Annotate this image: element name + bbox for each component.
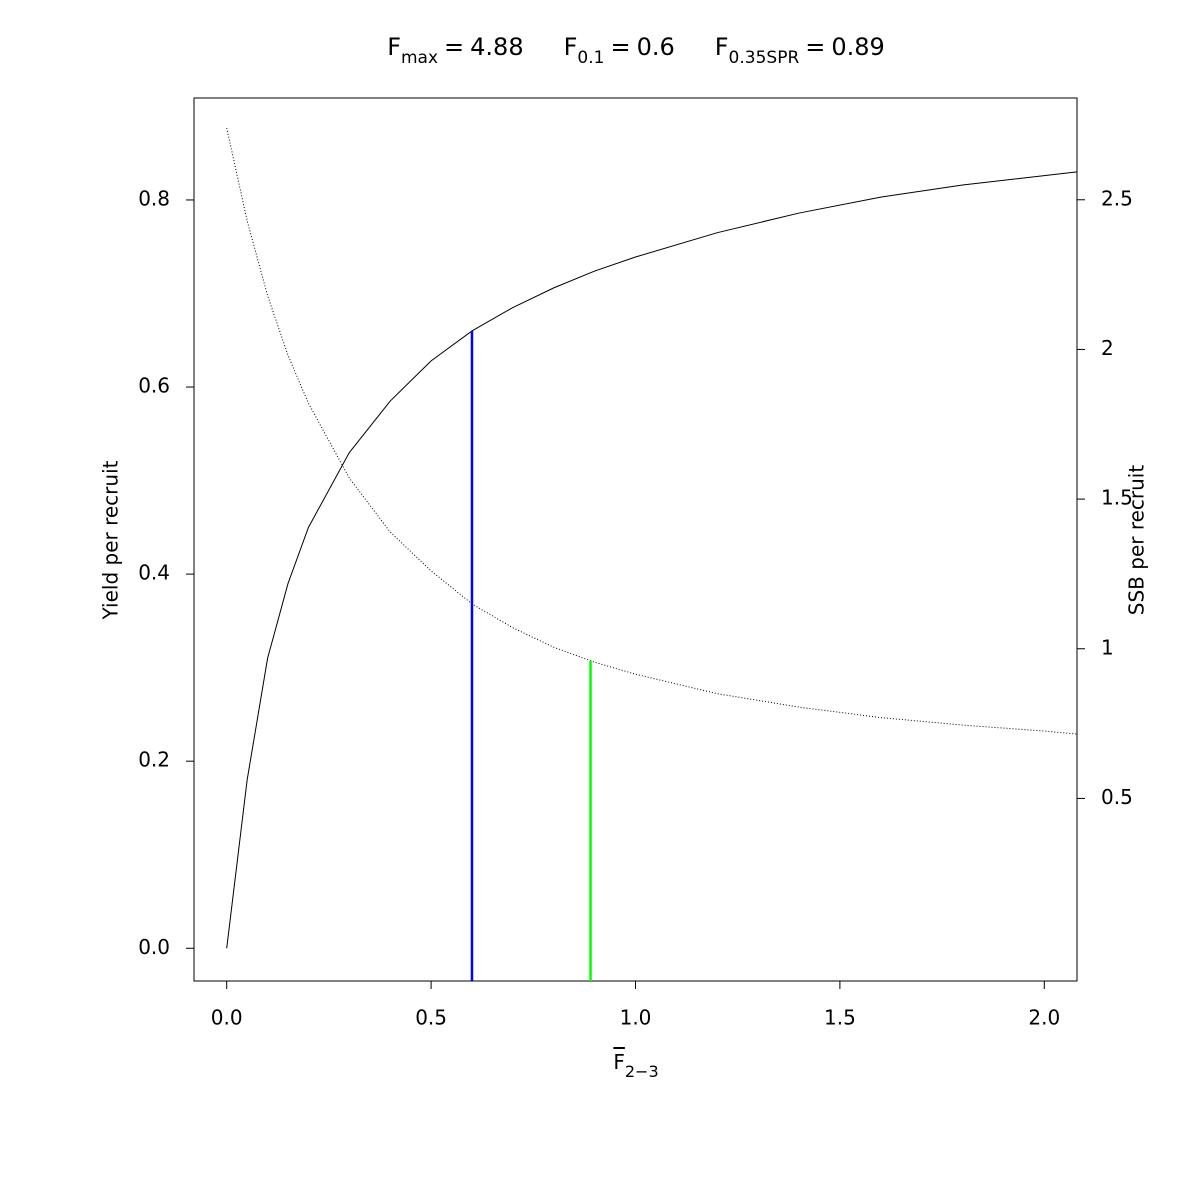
y-tick-label: 0.8 (138, 186, 170, 210)
y2-tick-label: 1 (1101, 635, 1114, 659)
title-symbol: F (715, 33, 729, 61)
x-label-symbol: F (613, 1050, 625, 1074)
title-subscript: 0.1 (577, 48, 604, 68)
y2-axis-label: SSB per recruit (1125, 465, 1149, 616)
y-tick-label: 0.2 (138, 748, 170, 772)
series-line (226, 171, 1078, 949)
plot-frame (193, 97, 1078, 982)
chart-title: Fmax = 4.88 F0.1 = 0.6 F0.35SPR = 0.89 (387, 33, 885, 68)
y-axis-label: Yield per recruit (99, 460, 123, 620)
x-tick-label: 0.5 (415, 1006, 447, 1030)
title-value: 0.89 (831, 33, 884, 61)
y2-tick-label: 2.5 (1101, 186, 1133, 210)
y-tick-label: 0.0 (138, 935, 170, 959)
y2-tick-label: 2 (1101, 336, 1114, 360)
x-tick-label: 0.0 (211, 1006, 243, 1030)
title-equals: = (805, 33, 825, 61)
title-symbol: F (387, 33, 401, 61)
y2-tick-label: 0.5 (1101, 785, 1133, 809)
title-subscript: 0.35SPR (729, 48, 800, 68)
title-value: 0.6 (637, 33, 675, 61)
title-symbol: F (564, 33, 578, 61)
y-tick-label: 0.6 (138, 374, 170, 398)
x-label-subscript: 2−3 (625, 1062, 659, 1081)
x-tick-label: 1.5 (824, 1006, 856, 1030)
x-tick-label: 1.0 (620, 1006, 652, 1030)
title-equals: = (444, 33, 464, 61)
title-value: 4.88 (470, 33, 523, 61)
y-tick-label: 0.4 (138, 561, 170, 585)
y2-tick-label: 1.5 (1101, 486, 1133, 510)
x-axis-label: F2−3 (613, 1050, 658, 1082)
x-tick-label: 2.0 (1028, 1006, 1060, 1030)
title-subscript: max (401, 48, 438, 68)
title-equals: = (610, 33, 630, 61)
series-line (226, 127, 1078, 735)
